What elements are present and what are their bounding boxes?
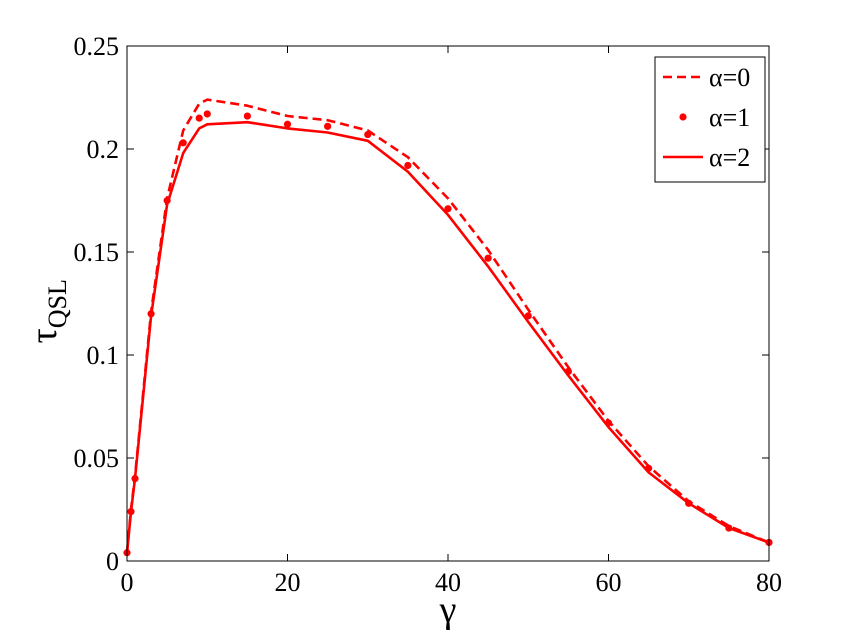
data-point-dots: [283, 120, 292, 128]
data-point-dots: [364, 130, 372, 139]
y-axis-label-main: τ: [23, 328, 65, 343]
x-tick-label: 0: [121, 568, 134, 597]
series-line-solid: [125, 120, 770, 553]
x-axis-label: γ: [439, 589, 457, 631]
y-axis-label-subscript: QSL: [43, 279, 72, 328]
x-tick-label: 40: [435, 568, 461, 597]
data-point-dots: [203, 110, 211, 118]
y-tick-label: 0: [106, 547, 119, 576]
legend-label: α=0: [709, 63, 750, 92]
legend-marker-dots: [679, 113, 687, 121]
y-tick-label: 0.25: [74, 32, 120, 61]
data-point-dots: [195, 114, 203, 122]
data-point-dots: [243, 112, 251, 120]
data-point-dots: [444, 205, 452, 213]
y-tick-label: 0.15: [74, 238, 120, 267]
data-point-dots: [324, 122, 332, 130]
legend: α=0 α=1 α=2: [654, 56, 766, 183]
x-tick-label: 60: [596, 568, 622, 597]
data-point-dots: [179, 139, 187, 147]
y-tick-label: 0.1: [87, 341, 120, 370]
y-axis-label: τQSL: [23, 279, 72, 343]
y-tick-label: 0.05: [74, 444, 120, 473]
data-point-dots: [404, 161, 412, 170]
data-point-dots: [484, 254, 492, 262]
legend-label: α=2: [709, 143, 750, 172]
x-tick-label: 20: [275, 568, 301, 597]
y-tick-label: 0.2: [87, 135, 120, 164]
legend-label: α=1: [709, 103, 750, 132]
axes: 0 20 40 60 80 0 0.05 0.1 0.15 0.2 0.25: [74, 32, 783, 597]
x-tick-label: 80: [756, 568, 782, 597]
legend-box: [654, 56, 766, 183]
plot-area: [123, 98, 773, 557]
